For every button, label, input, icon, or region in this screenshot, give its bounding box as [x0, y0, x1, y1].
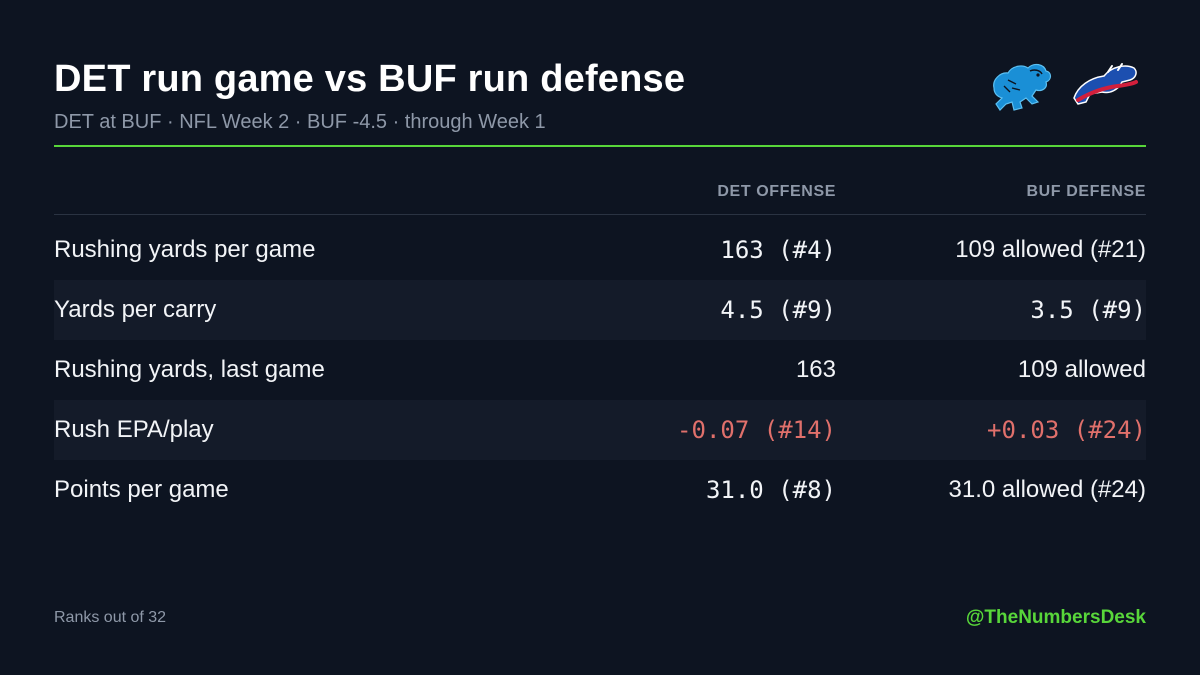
buf-defense-value: +0.03 (#24): [987, 416, 1146, 444]
row-label: Rushing yards per game: [54, 236, 316, 263]
det-offense-value: 163: [795, 356, 836, 383]
bills-logo-icon: [1073, 63, 1138, 105]
table-row: Points per game 31.0 (#8) 31.0 allowed (#2…: [54, 460, 1146, 520]
header-divider: [54, 214, 1146, 215]
buf-defense-value: 31.0 allowed (#24): [948, 476, 1146, 503]
det-offense-value: 31.0 (#8): [705, 476, 836, 504]
team-logos: [986, 58, 1146, 114]
row-label: Rushing yards, last game: [54, 356, 325, 383]
page-subtitle: DET at BUF · NFL Week 2 · BUF -4.5 · thr…: [54, 111, 546, 133]
author-handle: @TheNumbersDesk: [965, 607, 1146, 628]
table-row: Rushing yards per game 163 (#4) 109 allowe…: [54, 220, 1146, 280]
row-label: Yards per carry: [54, 296, 217, 323]
det-offense-value: 163 (#4): [720, 236, 836, 264]
table-row: Rush EPA/play -0.07 (#14) +0.03 (#24): [54, 400, 1146, 460]
row-label: Points per game: [54, 476, 229, 503]
column-header-det-offense: DET OFFENSE: [717, 183, 836, 200]
page-title: DET run game vs BUF run defense: [54, 58, 686, 100]
title-divider: [54, 145, 1146, 147]
buf-defense-value: 109 allowed: [1017, 356, 1146, 383]
det-offense-value: 4.5 (#9): [720, 296, 836, 324]
column-header-buf-defense: BUF DEFENSE: [1026, 183, 1146, 200]
footnote: Ranks out of 32: [54, 609, 167, 626]
buf-defense-value: 109 allowed (#21): [955, 236, 1146, 263]
row-label: Rush EPA/play: [54, 416, 214, 443]
table-row: Rushing yards, last game 163 109 allowed: [54, 340, 1146, 400]
stat-card: DET run game vs BUF run defense DET at B…: [54, 0, 1146, 675]
lions-logo-icon: [993, 63, 1052, 111]
table-row: Yards per carry 4.5 (#9) 3.5 (#9): [54, 280, 1146, 340]
stats-table: Rushing yards per game 163 (#4) 109 allowe…: [54, 220, 1146, 520]
buf-defense-value: 3.5 (#9): [1030, 296, 1146, 324]
det-offense-value: -0.07 (#14): [677, 416, 836, 444]
